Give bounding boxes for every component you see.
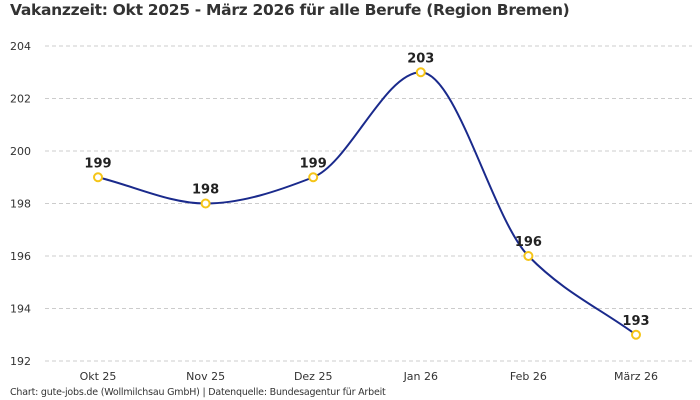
x-tick-label: Nov 25 (186, 370, 225, 383)
y-tick-label: 198 (10, 198, 31, 211)
data-label: 198 (192, 183, 219, 198)
data-label: 199 (84, 156, 111, 171)
chart-source-footer: Chart: gute-jobs.de (Wollmilchsau GmbH) … (10, 387, 386, 398)
x-tick-label: Okt 25 (80, 370, 117, 383)
x-tick-label: Dez 25 (294, 370, 333, 383)
data-label: 196 (515, 235, 542, 250)
data-point (200, 198, 211, 209)
y-tick-label: 194 (10, 303, 31, 316)
data-point (631, 329, 641, 340)
data-point (523, 251, 534, 261)
data-point (93, 172, 103, 183)
x-tick-label: Jan 26 (403, 370, 438, 383)
data-label: 193 (622, 314, 649, 329)
chart-title: Vakanzzeit: Okt 2025 - März 2026 für all… (10, 1, 570, 19)
data-label: 203 (407, 51, 434, 66)
y-tick-label: 192 (10, 355, 31, 368)
y-tick-label: 196 (10, 250, 31, 263)
data-label: 199 (300, 156, 327, 171)
data-point (415, 67, 426, 78)
y-tick-label: 200 (10, 145, 31, 158)
y-tick-label: 204 (10, 40, 31, 53)
data-point (308, 172, 319, 183)
y-tick-label: 202 (10, 93, 31, 106)
x-tick-label: Feb 26 (510, 370, 547, 383)
x-tick-label: März 26 (614, 370, 658, 383)
